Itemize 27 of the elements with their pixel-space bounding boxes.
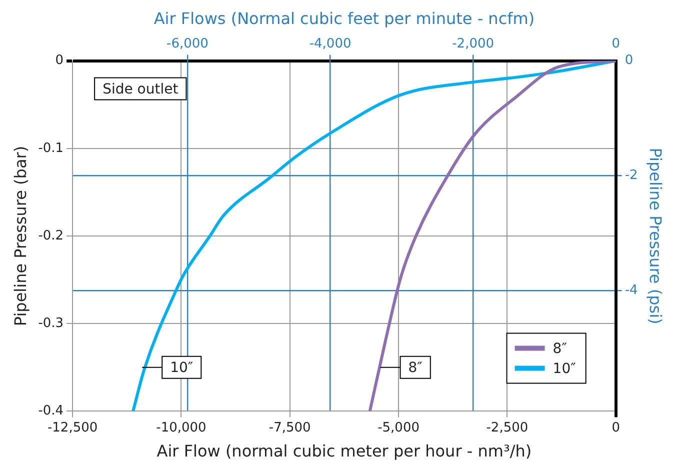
y2-tick-label: 0 [624,53,634,68]
y2-tick-label: -4 [624,282,638,298]
x-tick-label: -10,000 [156,420,206,436]
y-tick-label: -0.4 [38,404,64,419]
legend-label: 10″ [552,360,576,377]
y2-axis-title: Pipeline Pressure (psi) [646,148,666,324]
x-tick-label: -12,500 [47,420,98,436]
y-tick-label: -0.2 [38,228,64,244]
y-tick-label: -0.1 [38,140,64,156]
x-tick-label: 0 [612,420,620,436]
x2-tick-label: -4,000 [309,36,352,52]
x2-axis-title: Air Flows (Normal cubic feet per minute - ncfm) [154,8,535,28]
x2-tick-label: -2,000 [452,36,494,52]
annotation: 10″ [170,360,194,376]
y2-tick-label: -2 [624,168,638,184]
x-tick-label: -2,500 [486,420,528,436]
y-tick-label: -0.3 [38,316,64,331]
x2-tick-label: -6,000 [166,36,208,52]
x-axis-title: Air Flow (normal cubic meter per hour - nm³/h) [156,442,532,461]
annotation: 8″ [408,360,422,376]
y-axis-title: Pipeline Pressure (bar) [10,146,30,326]
x-tick-label: -5,000 [378,420,420,436]
legend-label: 8″ [552,340,567,357]
annotation: Side outlet [102,81,179,98]
y-tick-label: 0 [55,53,64,68]
x2-tick-label: 0 [612,36,620,52]
x-tick-label: -7,500 [268,420,311,436]
